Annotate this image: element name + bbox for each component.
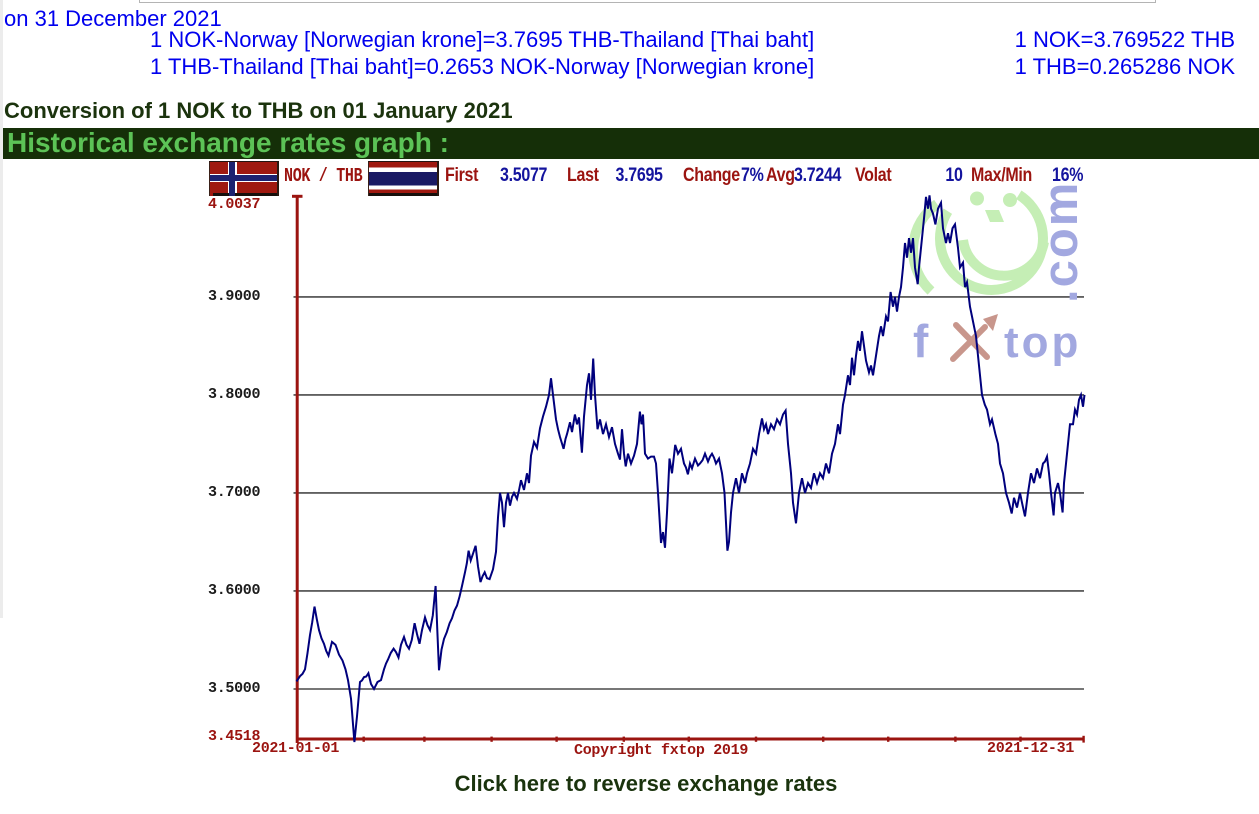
svg-text:.com: .com [1034,181,1088,303]
svg-text:top: top [1004,318,1081,367]
svg-text:f: f [913,315,929,367]
